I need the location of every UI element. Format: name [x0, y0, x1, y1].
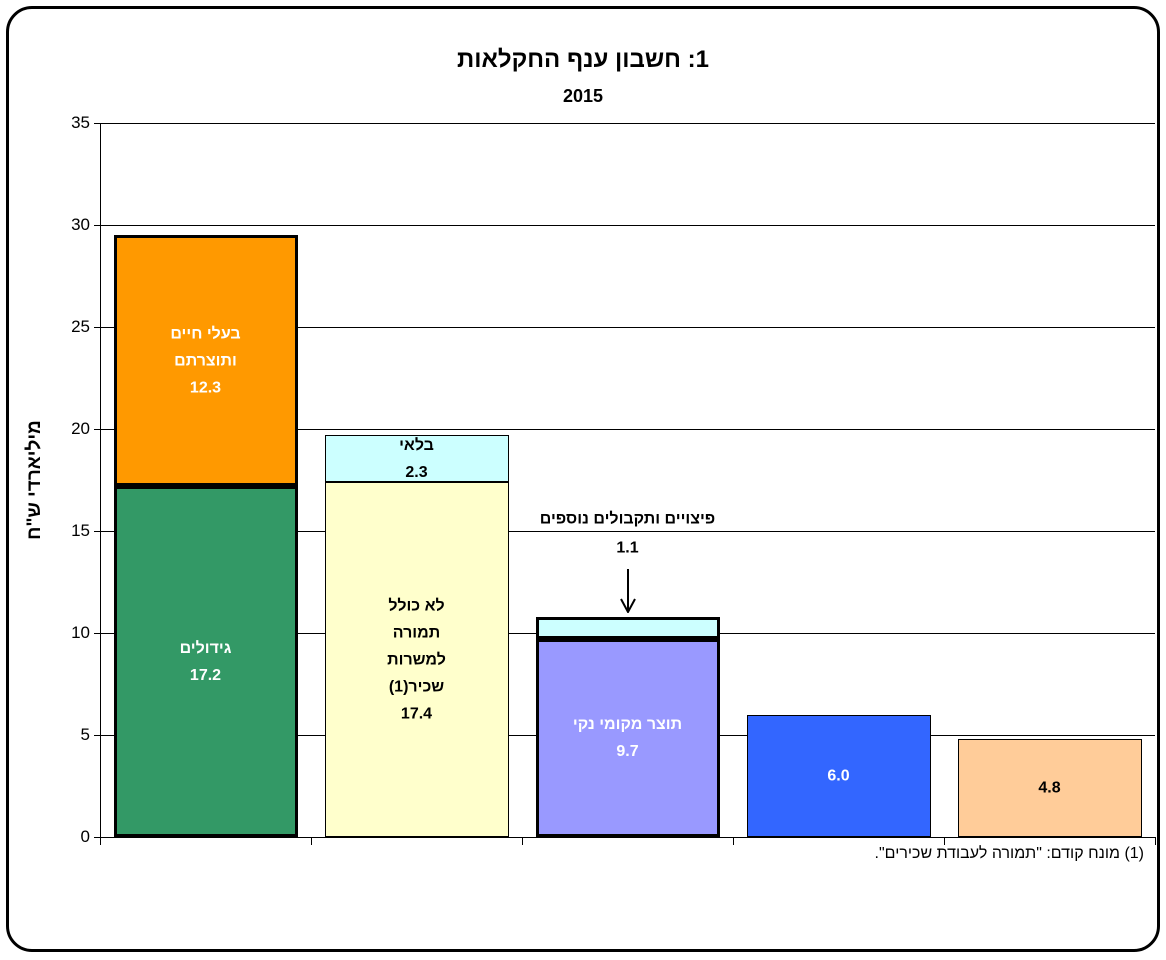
x-tick [733, 837, 734, 845]
grid-line [100, 327, 1155, 328]
bar-segment [535, 639, 720, 837]
y-tick-label: 35 [71, 113, 90, 132]
y-tick-label: 10 [71, 623, 90, 642]
y-axis-title: מיליארדי ש"ח [24, 420, 45, 540]
segment-label: 6.0 [789, 762, 889, 789]
y-tick-label: 25 [71, 317, 90, 336]
y-tick-label: 5 [80, 725, 90, 744]
y-tick [94, 837, 100, 838]
grid-line [100, 531, 1155, 532]
y-axis [100, 123, 101, 837]
segment-value: 9.7 [616, 743, 639, 761]
y-tick [94, 633, 100, 634]
bar-segment [113, 486, 298, 837]
y-tick [94, 327, 100, 328]
chart-title: 1: חשבון ענף החקלאות [457, 46, 709, 73]
segment-value: 4.8 [1038, 779, 1061, 797]
x-axis [100, 837, 1156, 838]
segment-name: גידולים [179, 639, 232, 657]
bar-segment [324, 482, 509, 837]
segment-label: בעלי חיים ותוצרתם 12.3 [151, 320, 261, 401]
y-tick-label: 15 [71, 521, 90, 540]
segment-value: 2.3 [405, 463, 428, 481]
y-tick [94, 429, 100, 430]
x-tick [522, 837, 523, 845]
grid-line [100, 225, 1155, 226]
y-tick-label: 30 [71, 215, 90, 234]
frame [6, 6, 1160, 952]
bar-segment [113, 235, 298, 487]
bar-segment [746, 714, 931, 837]
grid-line [100, 429, 1155, 430]
y-tick-label: 20 [71, 419, 90, 438]
segment-label: תוצר מקומי נקי 9.7 [548, 711, 708, 765]
bar-segment [535, 616, 720, 640]
segment-label: בלאי 2.3 [337, 432, 497, 486]
segment-value: 12.3 [189, 379, 222, 397]
y-tick [94, 735, 100, 736]
y-tick [94, 225, 100, 226]
segment-value: 6.0 [827, 767, 850, 785]
segment-name: בלאי [399, 436, 434, 454]
x-tick [944, 837, 945, 845]
segment-label: פיצויים ותקבולים נוספים [539, 510, 716, 528]
segment-label: 4.8 [1000, 775, 1100, 802]
segment-name: בעלי חיים ותוצרתם [170, 325, 241, 370]
y-tick [94, 531, 100, 532]
segment-value: 17.4 [400, 705, 433, 723]
y-tick [94, 123, 100, 124]
segment-name: לא כולל תמורה למשרות שכיר(1) [387, 597, 446, 696]
grid-line [100, 123, 1155, 124]
segment-value: 1.1 [616, 539, 639, 557]
footnote: (1) מונח קודם: "תמורה לעבודת שכירים". [874, 845, 1144, 862]
x-tick [100, 837, 101, 845]
x-tick [1155, 837, 1156, 845]
segment-value: 17.2 [189, 666, 222, 684]
arrow-shaft [626, 568, 629, 611]
y-tick-label: 0 [80, 827, 90, 846]
bar-segment [957, 739, 1142, 837]
segment-label: גידולים 17.2 [141, 635, 271, 689]
segment-name: תוצר מקומי נקי [572, 716, 683, 734]
bar-segment [324, 435, 509, 483]
segment-label: לא כולל תמורה למשרות שכיר(1) 17.4 [372, 592, 462, 727]
x-tick [311, 837, 312, 845]
arrow-head [619, 597, 636, 614]
chart-subtitle: 2015 [562, 86, 604, 106]
